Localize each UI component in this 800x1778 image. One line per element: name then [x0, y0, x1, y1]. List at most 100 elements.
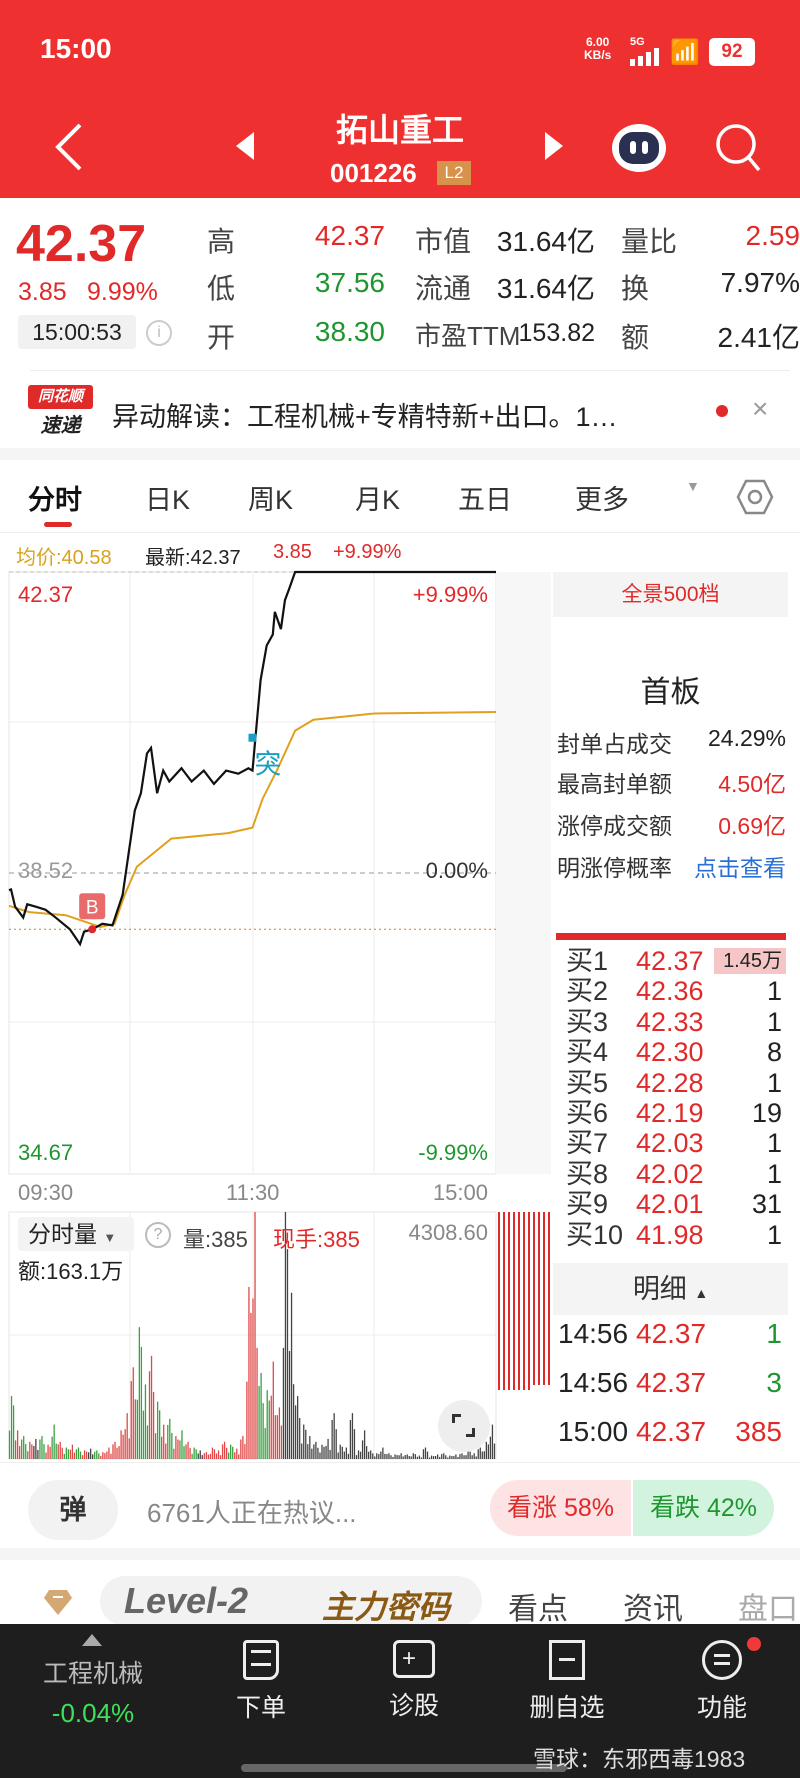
search-icon[interactable]: [714, 122, 762, 174]
auction-area: [496, 572, 551, 1174]
intraday-chart[interactable]: B突: [0, 560, 553, 1470]
diagnose-button[interactable]: + 诊股: [359, 1640, 469, 1722]
network-type: 5G: [630, 36, 645, 48]
avg-price-label: 均价:40.58: [16, 547, 112, 569]
board-label: 首板: [640, 676, 701, 709]
tab-highlights[interactable]: 看点: [508, 1593, 568, 1626]
settings-hexagon-icon[interactable]: [736, 478, 774, 516]
tab-5[interactable]: 更多: [575, 485, 629, 515]
quote-value: 2.59: [745, 220, 800, 251]
level2-pill[interactable]: [100, 1576, 482, 1626]
bearish-button[interactable]: 看跌 42%: [633, 1480, 774, 1536]
buy-marker-label: B: [86, 897, 99, 918]
tab-4[interactable]: 五日: [458, 485, 512, 515]
bid-row[interactable]: 买1 42.37 1.45万: [566, 946, 788, 976]
fullscreen-button[interactable]: [438, 1400, 490, 1452]
prev-stock-icon[interactable]: [236, 132, 256, 160]
bid-label: 买7: [566, 1128, 609, 1159]
order-button[interactable]: 下单: [206, 1640, 316, 1724]
tab-order-book[interactable]: 盘口: [738, 1593, 798, 1626]
bid-price: 41.98: [636, 1219, 704, 1250]
tab-1[interactable]: 日K: [145, 485, 191, 515]
quote-label: 低: [207, 273, 236, 304]
more-dropdown-icon[interactable]: ▼: [686, 478, 700, 494]
x-tick: 11:30: [226, 1180, 280, 1205]
quote-label: 换: [621, 273, 650, 304]
divider: [0, 532, 800, 533]
tick-volume: 1: [766, 1318, 782, 1349]
help-icon[interactable]: ?: [145, 1222, 171, 1248]
quote-label: 高: [207, 226, 236, 257]
tick-price: 42.37: [636, 1318, 707, 1349]
bid-volume: 8: [766, 1037, 782, 1068]
y-right-mid: 0.00%: [425, 858, 488, 883]
volume-type-dropdown[interactable]: 分时量 ▼: [18, 1217, 134, 1251]
tick-time: 14:56: [558, 1318, 629, 1349]
tab-2[interactable]: 周K: [248, 485, 294, 515]
home-indicator[interactable]: [241, 1764, 567, 1772]
info-icon[interactable]: i: [146, 320, 172, 346]
stat-value[interactable]: 点击查看: [694, 855, 786, 881]
y-left-bottom: 34.67: [18, 1140, 74, 1165]
robot-assistant-icon[interactable]: [612, 124, 666, 172]
detail-header[interactable]: 明细 ▲: [553, 1263, 788, 1315]
bid-row[interactable]: 买8 42.02 1: [566, 1159, 788, 1189]
bid-volume: 1: [766, 1219, 782, 1250]
breakout-marker-label[interactable]: 突: [255, 750, 282, 780]
danmu-toggle[interactable]: 弹: [28, 1480, 118, 1540]
bid-row[interactable]: 买2 42.36 1: [566, 976, 788, 1006]
bid-label: 买9: [566, 1189, 609, 1220]
bid-row[interactable]: 买7 42.03 1: [566, 1128, 788, 1158]
discussion-text[interactable]: 6761人正在热议...: [147, 1498, 357, 1528]
wifi-icon: 📶: [670, 39, 700, 66]
quote-value: 153.82: [518, 319, 595, 347]
anomaly-text[interactable]: 异动解读：工程机械+专精特新+出口。1…: [112, 402, 618, 432]
bid-volume: 1.45万: [723, 950, 782, 972]
tab-news[interactable]: 资讯: [623, 1593, 683, 1626]
expand-icon[interactable]: [82, 1634, 102, 1646]
bullish-button[interactable]: 看涨 58%: [490, 1480, 631, 1536]
price-change: 3.85: [18, 278, 67, 306]
bid-label: 买5: [566, 1067, 609, 1098]
tab-3[interactable]: 月K: [355, 485, 401, 515]
bid-price: 42.36: [636, 976, 704, 1007]
bid-row[interactable]: 买4 42.30 8: [566, 1037, 788, 1067]
bid-bar: [556, 933, 786, 940]
quote-value: 31.64亿: [496, 226, 595, 257]
price-change-pct: 9.99%: [87, 278, 158, 306]
bid-volume: 1: [766, 1158, 782, 1189]
back-icon[interactable]: [54, 122, 84, 172]
stat-label: 涨停成交额: [557, 813, 672, 839]
bid-label: 买8: [566, 1158, 609, 1189]
signal-icon: [630, 48, 662, 66]
next-stock-icon[interactable]: [543, 132, 563, 160]
stock-code: 001226: [330, 158, 417, 188]
bid-row[interactable]: 买3 42.33 1: [566, 1007, 788, 1037]
level2-label[interactable]: Level-2: [124, 1580, 249, 1621]
tick-time: 14:56: [558, 1367, 629, 1398]
buy-marker[interactable]: [79, 893, 106, 920]
quote-label: 额: [621, 322, 650, 353]
bid-row[interactable]: 买6 42.19 19: [566, 1098, 788, 1128]
tick-volume: 385: [735, 1416, 782, 1447]
main-force-code-tab[interactable]: 主力密码: [322, 1589, 451, 1625]
quote-label: 量比: [621, 226, 678, 257]
functions-button[interactable]: 功能: [667, 1640, 777, 1724]
y-right-bottom: -9.99%: [418, 1140, 488, 1165]
close-icon[interactable]: ×: [752, 393, 769, 424]
bid-row[interactable]: 买10 41.98 1: [566, 1220, 788, 1250]
panorama-500-button[interactable]: 全景500档: [553, 572, 788, 617]
quote-value: 37.56: [314, 267, 385, 298]
battery-icon: 92: [709, 38, 755, 66]
remove-watchlist-button[interactable]: 删自选: [512, 1640, 622, 1724]
bid-row[interactable]: 买9 42.01 31: [566, 1189, 788, 1219]
y-left-mid: 38.52: [18, 858, 74, 883]
sector-name[interactable]: 工程机械: [42, 1660, 143, 1688]
stat-label: 最高封单额: [557, 771, 672, 797]
bid-price: 42.28: [636, 1067, 704, 1098]
tab-0[interactable]: 分时: [28, 485, 82, 515]
bid-row[interactable]: 买5 42.28 1: [566, 1068, 788, 1098]
status-time: 15:00: [40, 33, 112, 64]
section-gap: [0, 1548, 800, 1560]
net-speed: 6.00 KB/s: [584, 35, 612, 62]
